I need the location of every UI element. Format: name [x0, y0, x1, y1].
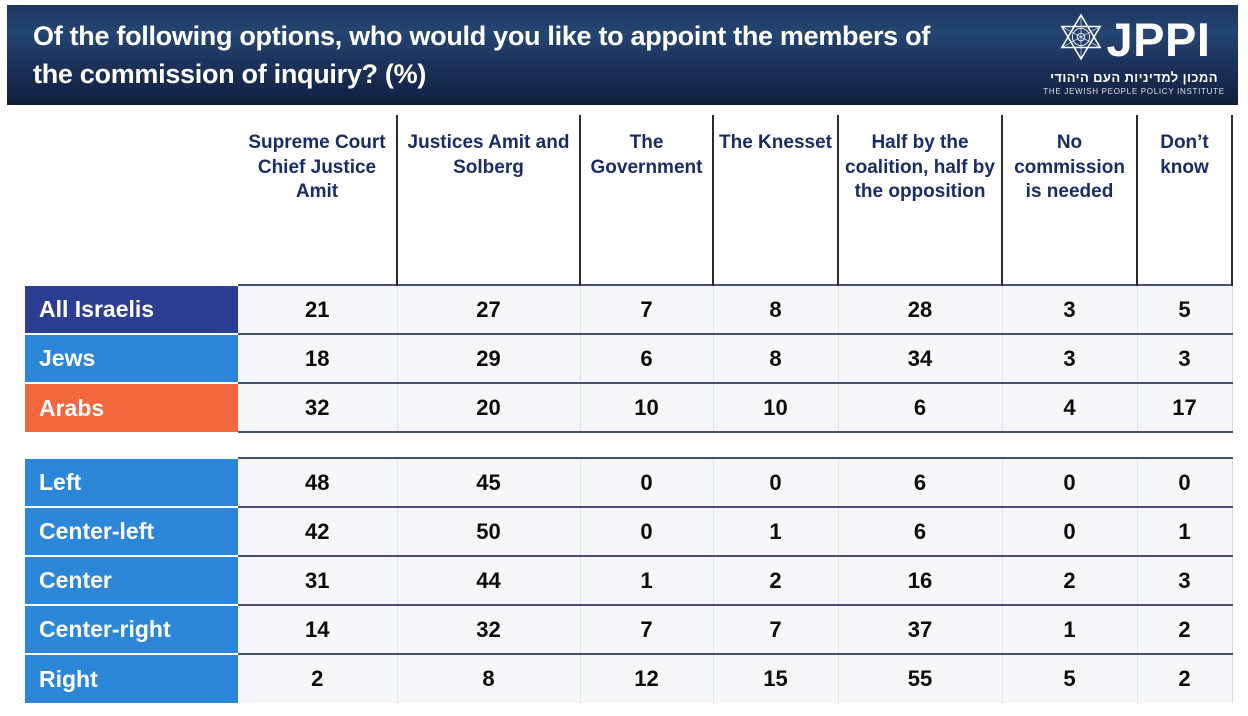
page-title-line1: Of the following options, who would you … [33, 21, 930, 51]
value-cell: 6 [837, 506, 1002, 556]
value-cell: 2 [1136, 653, 1233, 703]
value-cell: 16 [837, 555, 1002, 605]
value-cell: 0 [1136, 457, 1233, 507]
value-cell: 37 [837, 604, 1002, 654]
value-cell: 2 [238, 653, 397, 703]
value-cell: 1 [712, 506, 838, 556]
value-cell: 55 [837, 653, 1002, 703]
value-cell: 48 [238, 457, 397, 507]
column-header-no-commission: No commission is needed [1001, 115, 1137, 285]
value-cell: 8 [712, 333, 838, 383]
value-cell: 0 [579, 506, 713, 556]
value-cell: 0 [579, 457, 713, 507]
row-label: Left [25, 457, 238, 507]
value-cell: 3 [1136, 555, 1233, 605]
value-cell: 1 [579, 555, 713, 605]
table-row-arabs: Arabs 32 20 10 10 6 4 17 [25, 382, 1233, 433]
value-cell: 2 [712, 555, 838, 605]
value-cell: 10 [712, 382, 838, 433]
value-cell: 10 [579, 382, 713, 433]
value-cell: 6 [837, 457, 1002, 507]
value-cell: 5 [1136, 284, 1233, 334]
value-cell: 21 [238, 284, 397, 334]
value-cell: 0 [1001, 457, 1137, 507]
table-row-center-right: Center-right 14 32 7 7 37 1 2 [25, 604, 1233, 654]
star-of-david-icon [1058, 12, 1104, 67]
value-cell: 7 [579, 604, 713, 654]
jppi-acronym: JPPI [1106, 13, 1211, 66]
row-label: All Israelis [25, 284, 238, 334]
value-cell: 32 [396, 604, 580, 654]
column-header-dont-know: Don’t know [1136, 115, 1233, 285]
value-cell: 42 [238, 506, 397, 556]
column-header-half-coalition: Half by the coalition, half by the oppos… [837, 115, 1002, 285]
value-cell: 2 [1001, 555, 1137, 605]
column-header-supreme-court: Supreme Court Chief Justice Amit [248, 132, 386, 203]
value-cell: 5 [1001, 653, 1137, 703]
value-cell: 28 [837, 284, 1002, 334]
value-cell: 8 [712, 284, 838, 334]
value-cell: 1 [1001, 604, 1137, 654]
value-cell: 31 [238, 555, 397, 605]
value-cell: 32 [238, 382, 397, 433]
jppi-english-name: THE JEWISH PEOPLE POLICY INSTITUTE [1043, 87, 1225, 96]
table-row-center: Center 31 44 1 2 16 2 3 [25, 555, 1233, 605]
row-label: Center-right [25, 604, 238, 654]
row-label: Center [25, 555, 238, 605]
corner-cell [25, 115, 238, 285]
value-cell: 14 [238, 604, 397, 654]
row-label: Arabs [25, 382, 238, 432]
row-label: Jews [25, 333, 238, 383]
page-title-line2: the commission of inquiry? (%) [33, 59, 427, 89]
value-cell: 34 [837, 333, 1002, 383]
table-row-all-israelis: All Israelis 21 27 7 8 28 3 5 [25, 284, 1233, 334]
section-gap [25, 432, 1232, 458]
jppi-logo: JPPI המכון למדיניות העם היהודי THE JEWIS… [1036, 12, 1232, 96]
table-row-center-left: Center-left 42 50 0 1 6 0 1 [25, 506, 1233, 556]
header-banner: Of the following options, who would you … [7, 5, 1238, 105]
value-cell: 7 [712, 604, 838, 654]
value-cell: 18 [238, 333, 397, 383]
table-row-jews: Jews 18 29 6 8 34 3 3 [25, 333, 1233, 383]
value-cell: 7 [579, 284, 713, 334]
value-cell: 0 [1001, 506, 1137, 556]
value-cell: 1 [1136, 506, 1233, 556]
row-label: Center-left [25, 506, 238, 556]
value-cell: 4 [1001, 382, 1137, 433]
jppi-logo-top: JPPI [1058, 12, 1211, 67]
value-cell: 3 [1136, 333, 1233, 383]
value-cell: 2 [1136, 604, 1233, 654]
value-cell: 20 [396, 382, 580, 433]
value-cell: 15 [712, 653, 838, 703]
value-cell: 8 [396, 653, 580, 703]
value-cell: 44 [396, 555, 580, 605]
column-header-government: The Government [579, 115, 713, 285]
value-cell: 29 [396, 333, 580, 383]
column-header-knesset: The Knesset [712, 115, 838, 285]
value-cell: 3 [1001, 333, 1137, 383]
column-header-row: Supreme Court Chief Justice Amit Justice… [25, 115, 1233, 285]
value-cell: 0 [712, 457, 838, 507]
value-cell: 6 [837, 382, 1002, 433]
table-row-left: Left 48 45 0 0 6 0 0 [25, 457, 1233, 507]
results-table: Supreme Court Chief Justice Amit Justice… [25, 115, 1233, 703]
value-cell: 45 [396, 457, 580, 507]
page-title: Of the following options, who would you … [33, 17, 930, 93]
table-row-right: Right 2 8 12 15 55 5 2 [25, 653, 1233, 703]
column-header-justices-amit-solberg: Justices Amit and Solberg [396, 115, 580, 285]
value-cell: 3 [1001, 284, 1137, 334]
value-cell: 50 [396, 506, 580, 556]
value-cell: 17 [1136, 382, 1233, 433]
value-cell: 12 [579, 653, 713, 703]
row-label: Right [25, 653, 238, 703]
value-cell: 6 [579, 333, 713, 383]
value-cell: 27 [396, 284, 580, 334]
jppi-hebrew-name: המכון למדיניות העם היהודי [1050, 70, 1218, 85]
